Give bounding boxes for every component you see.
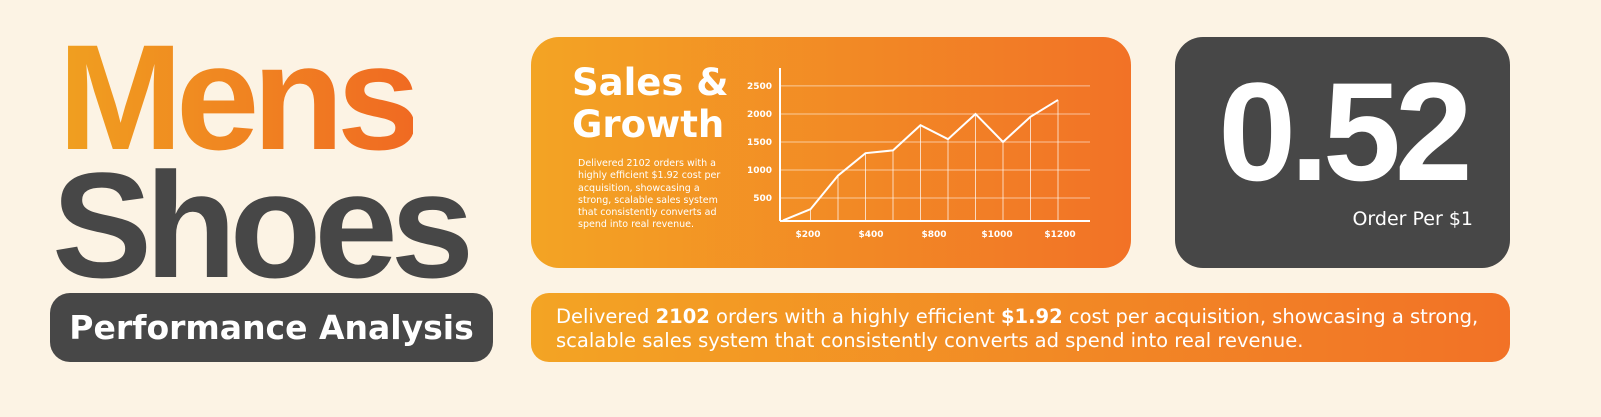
title-line: Mens	[58, 13, 420, 181]
text: orders with a highly efficient	[709, 305, 1001, 328]
x-tick-label: $1000	[981, 230, 1012, 240]
text: cost per acquisition, showcasing a stron…	[556, 305, 1479, 352]
y-tick-label: 500	[753, 194, 772, 204]
chart: 500 1000 1500 2000 2500 $200 $400 $800 $1000 $120…	[747, 68, 1090, 240]
y-tick-label: 2000	[747, 110, 772, 120]
banner-card	[531, 293, 1510, 362]
x-tick-label: $1200	[1044, 230, 1075, 240]
banner-text: Delivered 2102 orders with a highly effi…	[556, 305, 1486, 353]
data-line	[782, 99, 1059, 222]
title-line: Shoes	[52, 141, 474, 309]
y-tick-label: 1000	[747, 166, 772, 176]
subtitle: Performance Analysis	[50, 293, 493, 362]
card-description: Delivered 2102 orders with a highly effi…	[578, 158, 721, 231]
y-tick-label: 2500	[747, 82, 772, 92]
sales-card	[531, 37, 1131, 268]
metric-value: 0.52	[1218, 53, 1472, 210]
card-title: Sales & Growth	[572, 62, 729, 146]
metric-label: Order Per $1	[1352, 208, 1473, 230]
metric-card	[1175, 37, 1510, 268]
x-tick-label: $400	[858, 230, 883, 240]
card-title-line: Growth	[572, 103, 725, 146]
highlight: $1.92	[1000, 305, 1063, 328]
x-tick-label: $800	[921, 230, 946, 240]
highlight: 2102	[655, 305, 710, 328]
x-tick-label: $200	[795, 230, 820, 240]
card-title-line: Sales &	[572, 61, 729, 104]
y-tick-label: 1500	[747, 138, 772, 148]
text: Delivered	[556, 305, 656, 328]
